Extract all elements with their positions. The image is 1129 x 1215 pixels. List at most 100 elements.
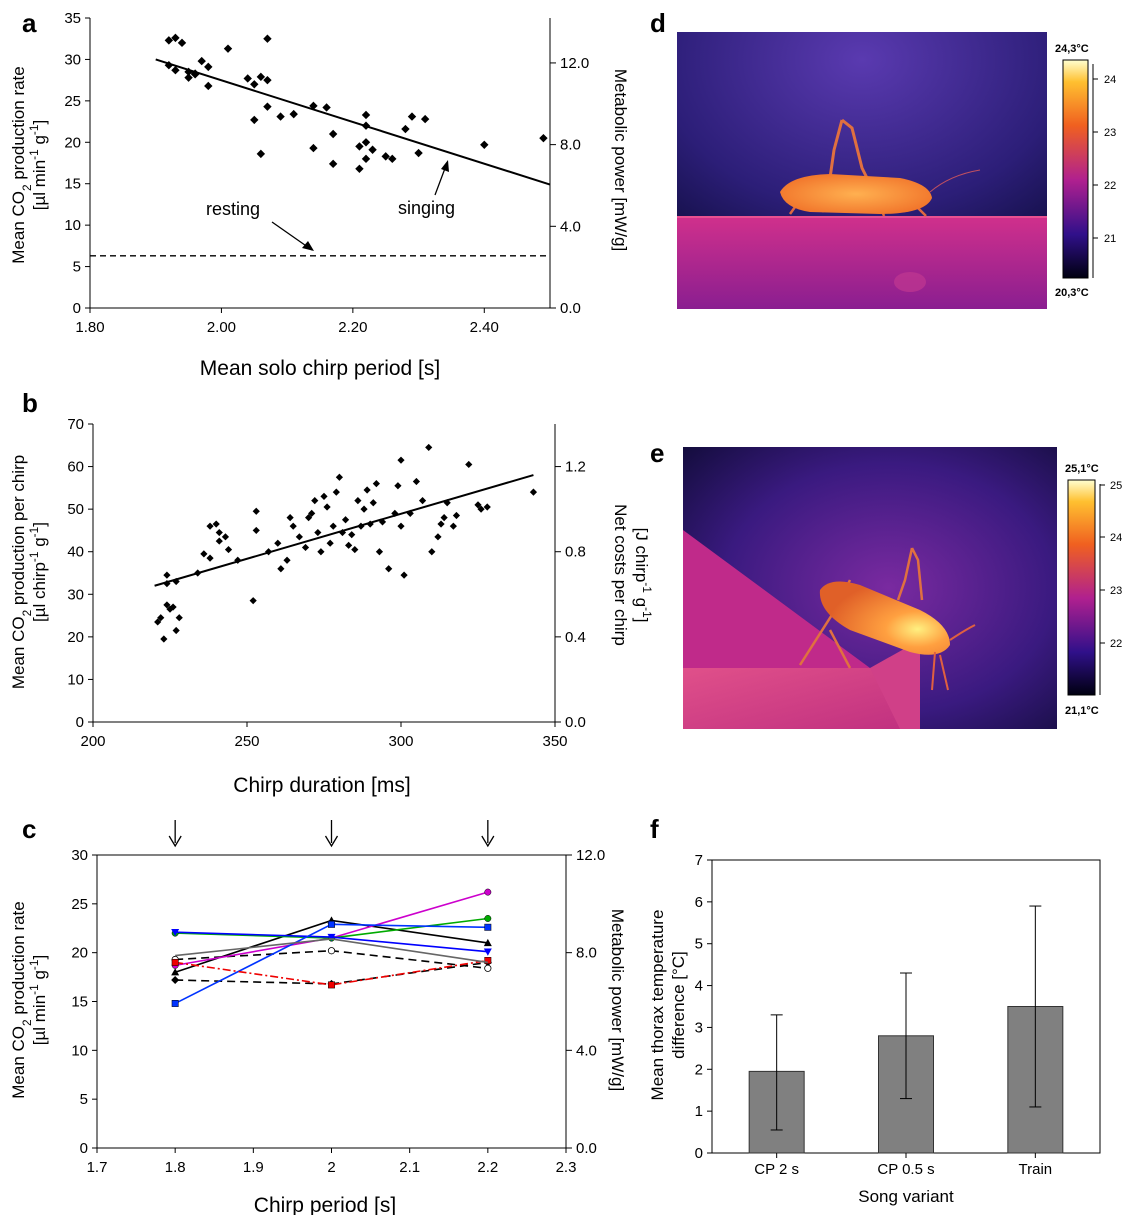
data-point bbox=[277, 565, 285, 573]
singing-arrow-head bbox=[441, 160, 449, 172]
y-tick-label: 40 bbox=[67, 544, 84, 561]
x-tick-label: 1.80 bbox=[75, 319, 104, 336]
y-tick-label: 25 bbox=[71, 896, 88, 913]
data-point bbox=[249, 597, 257, 605]
data-point bbox=[391, 509, 399, 517]
y-tick-label: 0 bbox=[695, 1145, 703, 1162]
colorbar-d-tick: 23 bbox=[1104, 127, 1116, 139]
y-axis-label: difference [°C] bbox=[669, 951, 688, 1059]
x-axis-label: Song variant bbox=[858, 1187, 954, 1206]
y2-tick-label: 1.2 bbox=[565, 459, 586, 476]
data-point bbox=[465, 460, 473, 469]
y-tick-label: 3 bbox=[695, 1019, 703, 1036]
colorbar-d-gradient bbox=[1062, 59, 1089, 279]
x-tick-label: 2.00 bbox=[207, 319, 236, 336]
y-tick-label: 1 bbox=[695, 1103, 703, 1120]
y-tick-label: 30 bbox=[67, 586, 84, 603]
data-point bbox=[322, 103, 331, 112]
data-point bbox=[484, 957, 492, 964]
data-point bbox=[301, 543, 310, 552]
regression-line bbox=[154, 474, 534, 587]
plot-frame bbox=[96, 854, 567, 1149]
panel-letter-a: a bbox=[22, 8, 37, 38]
x-tick-label: 200 bbox=[80, 733, 105, 750]
data-point bbox=[250, 80, 259, 89]
data-point bbox=[452, 511, 461, 520]
y-tick-label: 35 bbox=[64, 10, 81, 27]
x-tick-label: CP 2 s bbox=[754, 1161, 799, 1178]
data-point bbox=[197, 56, 206, 66]
data-point bbox=[160, 635, 168, 643]
x-tick-label: 350 bbox=[542, 733, 567, 750]
data-point bbox=[256, 149, 266, 159]
data-point bbox=[434, 533, 442, 541]
data-point bbox=[354, 497, 362, 505]
colorbar-e-tick: 24 bbox=[1110, 532, 1122, 544]
data-point bbox=[164, 61, 174, 70]
y-tick-label: 10 bbox=[64, 217, 81, 234]
series-line bbox=[175, 938, 488, 964]
data-point bbox=[484, 888, 492, 896]
data-point bbox=[355, 142, 364, 151]
data-point bbox=[163, 580, 171, 588]
thermal-e-ramp bbox=[683, 530, 870, 668]
x-tick-label: 300 bbox=[388, 733, 413, 750]
colorbar-d: 24,3°C 20,3°C 24 23 22 21 bbox=[1055, 43, 1116, 299]
data-point bbox=[418, 497, 427, 505]
series-line bbox=[174, 919, 488, 973]
data-point bbox=[414, 148, 423, 158]
data-point bbox=[283, 556, 291, 564]
data-point bbox=[295, 533, 303, 541]
data-point bbox=[327, 947, 336, 955]
y-tick-label: 4 bbox=[695, 978, 703, 995]
data-point bbox=[355, 164, 364, 173]
y-axis-label: Mean thorax temperature bbox=[648, 910, 667, 1101]
data-point bbox=[400, 571, 408, 579]
data-point bbox=[309, 143, 318, 153]
y2-tick-label: 0.0 bbox=[565, 714, 586, 731]
y-axis-label: Mean CO2 production per chirp bbox=[9, 455, 34, 689]
x-tick-label: 2 bbox=[327, 1159, 335, 1176]
data-point bbox=[171, 33, 180, 43]
data-point bbox=[171, 968, 180, 976]
colorbar-e-min: 21,1°C bbox=[1065, 705, 1099, 717]
data-point bbox=[317, 548, 325, 556]
y-tick-label: 0 bbox=[73, 300, 81, 317]
data-point bbox=[286, 514, 294, 522]
data-point bbox=[184, 73, 193, 82]
data-point bbox=[171, 958, 179, 966]
data-point bbox=[480, 140, 489, 149]
data-point bbox=[171, 66, 180, 75]
x-tick-label: 250 bbox=[234, 733, 259, 750]
y2-tick-label: 8.0 bbox=[560, 137, 581, 154]
series-line bbox=[175, 891, 489, 967]
y-tick-label: 60 bbox=[67, 459, 84, 476]
data-point bbox=[360, 505, 368, 513]
y-axis-label: [µl min-1 g-1] bbox=[27, 955, 49, 1046]
data-point bbox=[385, 565, 393, 573]
annotation-singing: singing bbox=[398, 198, 455, 218]
data-point bbox=[223, 44, 233, 53]
data-point bbox=[328, 159, 338, 169]
data-point bbox=[323, 503, 331, 511]
y-tick-label: 70 bbox=[67, 416, 84, 433]
y2-axis-label: Net costs per chirp bbox=[611, 504, 630, 646]
y2-tick-label: 0.0 bbox=[560, 300, 581, 317]
data-point bbox=[204, 62, 213, 72]
data-point bbox=[428, 548, 436, 556]
data-point bbox=[305, 514, 313, 522]
data-point bbox=[243, 74, 252, 83]
data-point bbox=[332, 488, 340, 496]
data-point bbox=[206, 522, 214, 530]
colorbar-e-max: 25,1°C bbox=[1065, 463, 1099, 475]
data-point bbox=[341, 516, 350, 524]
data-point bbox=[388, 154, 397, 164]
data-point bbox=[221, 533, 230, 541]
x-tick-label: 1.8 bbox=[165, 1159, 186, 1176]
data-point bbox=[289, 109, 298, 119]
data-point bbox=[212, 520, 220, 528]
y-tick-label: 2 bbox=[695, 1061, 703, 1078]
data-point bbox=[397, 522, 405, 530]
y-axis-label: Mean CO2 production rate bbox=[9, 901, 34, 1099]
data-point bbox=[171, 1000, 179, 1007]
